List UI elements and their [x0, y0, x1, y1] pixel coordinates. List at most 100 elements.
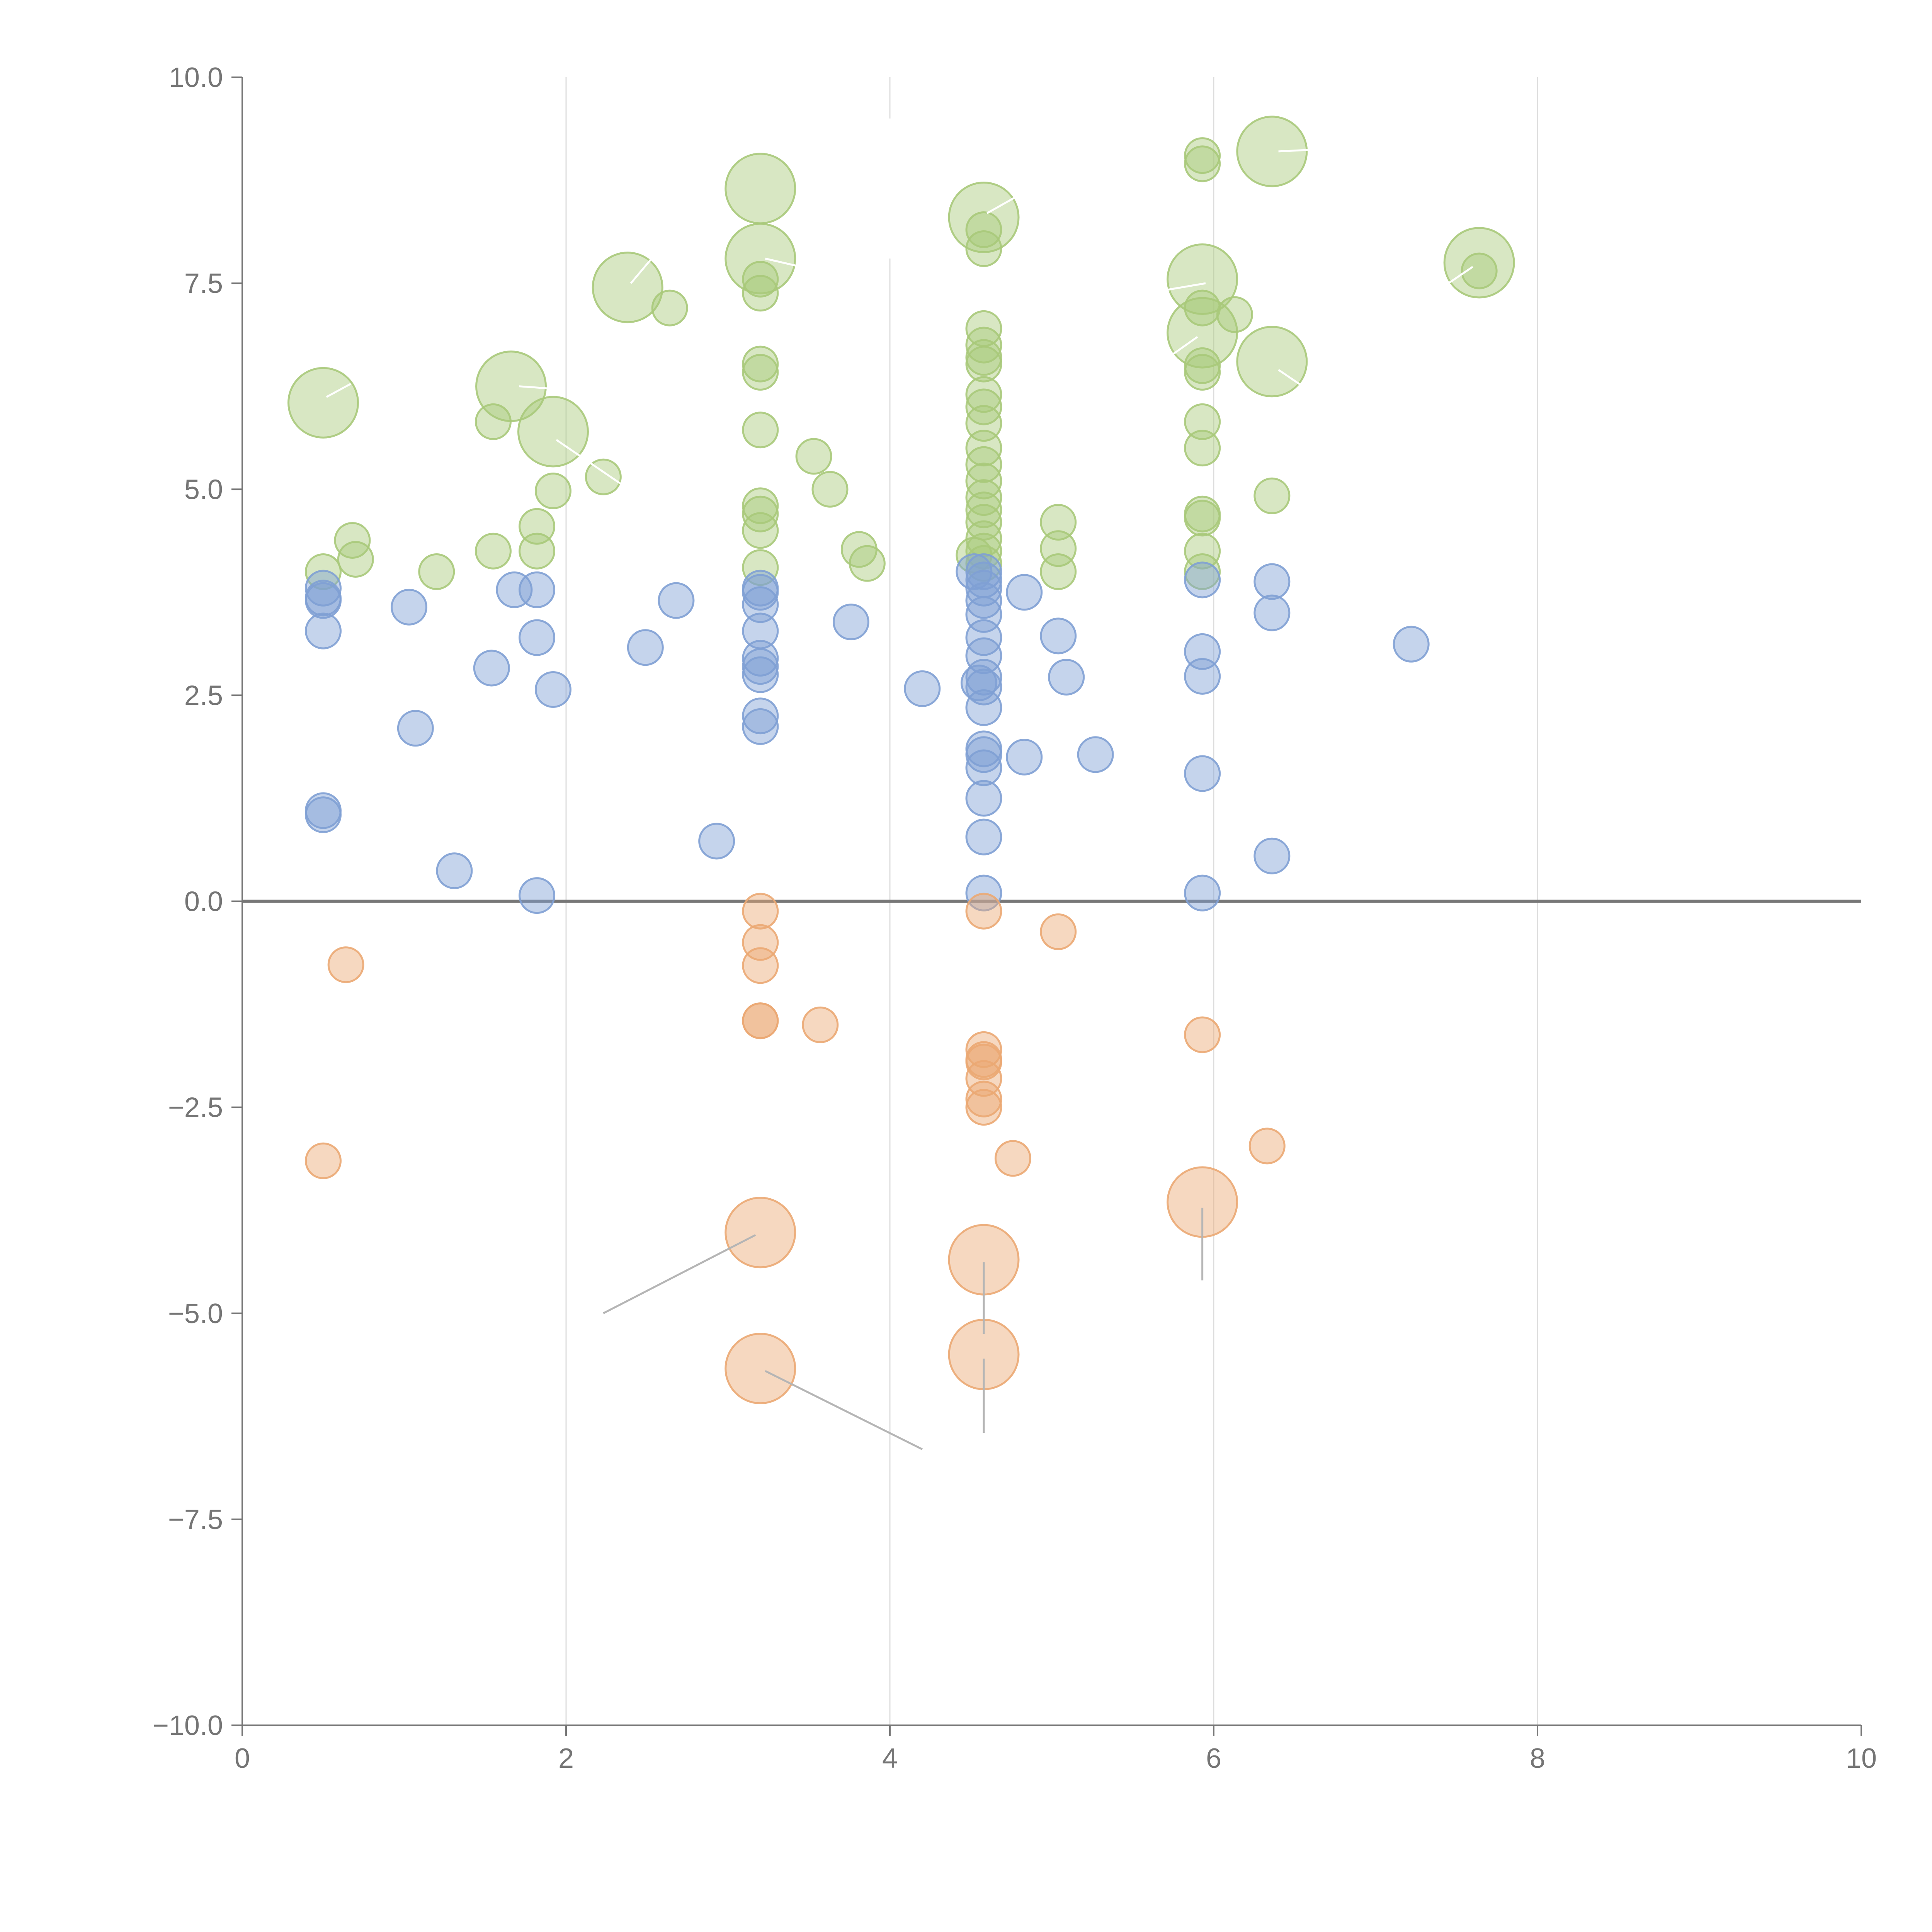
annotation-line [765, 257, 801, 268]
orange-point [742, 947, 779, 984]
blue-point [965, 570, 1002, 607]
y-tick-label: −7.5 [168, 1504, 223, 1535]
green-point [1253, 477, 1291, 514]
annotation-line [519, 385, 553, 390]
blue-point [965, 658, 1002, 696]
data-points [287, 116, 1515, 1405]
blue-point [965, 668, 1002, 706]
blue-point [904, 670, 941, 707]
blue-point [658, 582, 695, 619]
green-point [517, 396, 589, 468]
green-point [334, 522, 371, 559]
green-point [287, 367, 359, 439]
green-point [1040, 553, 1077, 590]
blue-point [1006, 738, 1043, 776]
blue-point [305, 796, 342, 833]
blue-point [534, 671, 571, 708]
green-point [1184, 500, 1221, 537]
green-point [742, 412, 779, 449]
orange-point [802, 1006, 839, 1043]
green-point [1184, 289, 1221, 327]
y-tick-label: −2.5 [168, 1092, 223, 1123]
green-point [742, 354, 779, 391]
orange-point [724, 1333, 796, 1405]
y-tick-label: 7.5 [184, 268, 223, 299]
green-point [1184, 553, 1221, 590]
annotation-line [326, 383, 351, 398]
blue-point [1184, 658, 1221, 695]
green-point [811, 471, 849, 508]
annotation-line [1168, 336, 1198, 359]
green-point [337, 541, 374, 578]
blue-point [627, 629, 664, 666]
annotation-line [986, 196, 1017, 214]
blue-point [519, 619, 556, 656]
annotation-line [630, 253, 656, 284]
x-tick-label: 6 [1206, 1743, 1221, 1774]
x-tick-label: 0 [235, 1743, 250, 1774]
orange-point [742, 1002, 779, 1039]
orange-point [305, 1142, 342, 1179]
green-point [724, 153, 796, 224]
green-point [742, 345, 779, 383]
green-point [1184, 137, 1221, 174]
green-point [742, 260, 779, 298]
blue-point [742, 648, 779, 685]
blue-point [1253, 837, 1291, 874]
blue-point [698, 823, 735, 860]
y-tick-label: 0.0 [184, 886, 223, 917]
orange-point [724, 1197, 796, 1269]
tick-labels: 10.0 7.5 5.0 2.5 0.0 −2.5 −5.0 −7.5 −10.0 0 2 4 6 8 10 [153, 62, 1877, 1774]
blue-point [391, 588, 428, 626]
blue-point [1253, 594, 1291, 631]
blue-point [742, 574, 779, 611]
blue-point [742, 656, 779, 693]
blue-point [965, 736, 1002, 773]
blue-point [965, 749, 1002, 786]
green-point [965, 230, 1002, 267]
blue-point [965, 637, 1002, 674]
blue-point [473, 650, 510, 687]
green-point [474, 403, 512, 440]
blue-point [1077, 736, 1114, 773]
blue-point [305, 612, 342, 650]
annotation-line [1156, 282, 1206, 293]
orange-point [1248, 1128, 1286, 1165]
green-point [965, 345, 1002, 383]
blue-point [1184, 561, 1221, 599]
green-point [1236, 116, 1308, 187]
blue-point [742, 708, 779, 745]
annotation-line [1278, 369, 1303, 387]
orange-point [1040, 913, 1077, 950]
blue-point [1393, 626, 1430, 663]
green-point [1216, 296, 1253, 333]
y-tick-label: 5.0 [184, 474, 223, 505]
green-point [1443, 227, 1515, 299]
green-point [585, 458, 622, 495]
axes [231, 77, 1862, 1736]
blue-point [1184, 874, 1221, 912]
annotation-line [1278, 149, 1311, 153]
y-tick-label: 2.5 [184, 680, 223, 711]
blue-point [519, 571, 556, 608]
annotation-line [765, 1370, 923, 1450]
y-tick-label: 10.0 [169, 62, 223, 93]
green-point [965, 211, 1002, 248]
blue-point [305, 582, 342, 619]
blue-point [1184, 755, 1221, 792]
green-point [1167, 243, 1238, 315]
blue-point [1006, 574, 1043, 611]
orange-point [742, 893, 779, 930]
orange-point [965, 1080, 1002, 1117]
x-tick-label: 2 [558, 1743, 574, 1774]
green-point [592, 252, 663, 323]
blue-point [742, 697, 779, 735]
green-point [965, 327, 1002, 364]
green-point [965, 492, 1002, 529]
annotation-line [556, 439, 624, 486]
annotation-line [603, 1234, 756, 1314]
orange-point [965, 1089, 1002, 1126]
green-point [742, 512, 779, 549]
blue-point [965, 818, 1002, 855]
